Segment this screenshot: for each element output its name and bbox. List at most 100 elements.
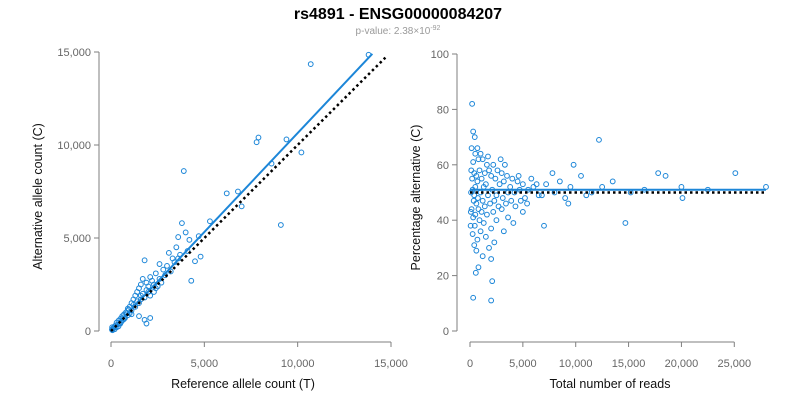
- right-data-point: [474, 236, 481, 243]
- left-data-point: [255, 134, 262, 141]
- right-data-point: [504, 172, 510, 179]
- right-data-point: [475, 206, 482, 213]
- left-data-point: [110, 325, 117, 332]
- left-data-point: [160, 266, 167, 273]
- right-data-point: [562, 195, 569, 201]
- right-y-tick-label: 20: [437, 271, 449, 283]
- left-reference-line: [110, 56, 387, 332]
- left-data-point: [143, 320, 150, 327]
- right-data-point: [486, 167, 492, 174]
- right-data-point: [471, 222, 478, 229]
- right-data-point: [515, 172, 522, 179]
- left-data-point: [165, 249, 172, 256]
- right-data-point: [578, 172, 584, 179]
- right-data-point: [519, 181, 526, 188]
- right-data-point: [479, 197, 486, 204]
- right-data-point: [468, 167, 475, 174]
- right-data-point: [495, 203, 502, 210]
- right-data-point: [477, 150, 484, 157]
- right-data-point: [477, 228, 484, 235]
- right-data-point: [596, 136, 602, 143]
- right-data-point: [533, 181, 540, 188]
- right-x-tick-label: 25,000: [717, 358, 751, 370]
- right-data-point: [470, 159, 477, 165]
- right-data-point: [487, 200, 493, 207]
- left-data-point: [192, 258, 198, 265]
- left-y-tick-label: 5,000: [63, 233, 91, 245]
- left-data-point: [180, 168, 187, 174]
- right-data-point: [662, 172, 669, 179]
- right-y-tick-label: 60: [437, 160, 449, 172]
- right-data-point: [535, 192, 542, 199]
- left-x-tick-label: 10,000: [281, 358, 315, 370]
- left-data-point: [307, 61, 314, 67]
- right-data-point: [498, 170, 505, 177]
- right-data-point: [473, 200, 480, 207]
- right-data-point: [474, 178, 481, 185]
- left-data-point: [283, 136, 290, 143]
- right-data-point: [468, 145, 475, 152]
- pvalue-prefix: p-value: 2.38×10: [356, 26, 431, 37]
- right-data-point: [474, 145, 481, 152]
- right-data-point: [489, 278, 496, 285]
- right-y-tick-label: 100: [431, 49, 449, 61]
- left-data-point: [197, 253, 204, 260]
- right-scatter-chart: 0 5,000 10,000 15,000 20,000 25,000 0 20 40 60 80 1…: [409, 49, 769, 391]
- left-data-point: [223, 190, 230, 197]
- right-data-point: [472, 269, 479, 276]
- right-x-tick-label: 5,000: [509, 358, 537, 370]
- right-x-tick-label: 15,000: [612, 358, 646, 370]
- right-data-point: [503, 200, 509, 207]
- left-data-point: [179, 220, 185, 227]
- left-data-point: [277, 222, 284, 228]
- right-data-point: [471, 242, 478, 249]
- right-data-point: [678, 184, 685, 190]
- left-data-point: [298, 149, 305, 156]
- right-data-point: [476, 167, 483, 174]
- right-data-point: [479, 156, 486, 163]
- right-data-point: [514, 178, 521, 185]
- right-data-point: [496, 181, 503, 188]
- right-data-point: [609, 178, 616, 185]
- right-data-point: [494, 167, 501, 174]
- right-data-point: [498, 206, 505, 213]
- right-data-point: [732, 170, 739, 177]
- left-data-point: [139, 276, 146, 282]
- right-data-point: [478, 175, 485, 182]
- right-data-point: [467, 222, 474, 229]
- right-data-point: [549, 170, 556, 177]
- right-data-point: [482, 233, 489, 240]
- left-x-tick-label: 15,000: [374, 358, 408, 370]
- right-data-point: [480, 220, 487, 226]
- right-data-point: [507, 184, 514, 190]
- right-data-point: [530, 184, 537, 190]
- right-data-point: [565, 200, 572, 207]
- pvalue-label: p-value: 2.38×10-92: [356, 25, 441, 37]
- left-data-point: [235, 188, 241, 195]
- right-data-point: [488, 297, 495, 304]
- right-data-point: [467, 208, 474, 215]
- right-data-point: [488, 256, 495, 262]
- right-data-point: [484, 161, 490, 168]
- right-data-point: [556, 178, 563, 185]
- left-data-point: [152, 270, 159, 277]
- right-data-point: [473, 172, 480, 179]
- left-y-tick-label: 15,000: [57, 47, 91, 59]
- left-scatter-chart: 0 5,000 10,000 15,000 0 5,000 10,000 15,000 Refe…: [31, 47, 408, 391]
- right-data-point: [567, 184, 574, 190]
- right-data-point: [493, 192, 500, 199]
- left-data-point: [175, 234, 182, 240]
- left-x-tick-label: 5,000: [191, 358, 219, 370]
- left-data-point: [238, 203, 245, 210]
- right-data-point: [475, 264, 482, 271]
- right-data-point: [519, 208, 526, 215]
- right-data-point: [473, 247, 480, 254]
- right-data-point: [488, 172, 495, 179]
- right-data-point: [679, 195, 686, 201]
- right-data-point: [491, 197, 498, 204]
- right-data-point: [622, 220, 629, 226]
- left-fit-line: [110, 53, 374, 332]
- left-data-point: [164, 263, 170, 269]
- figure-title: rs4891 - ENSG00000084207: [294, 6, 502, 23]
